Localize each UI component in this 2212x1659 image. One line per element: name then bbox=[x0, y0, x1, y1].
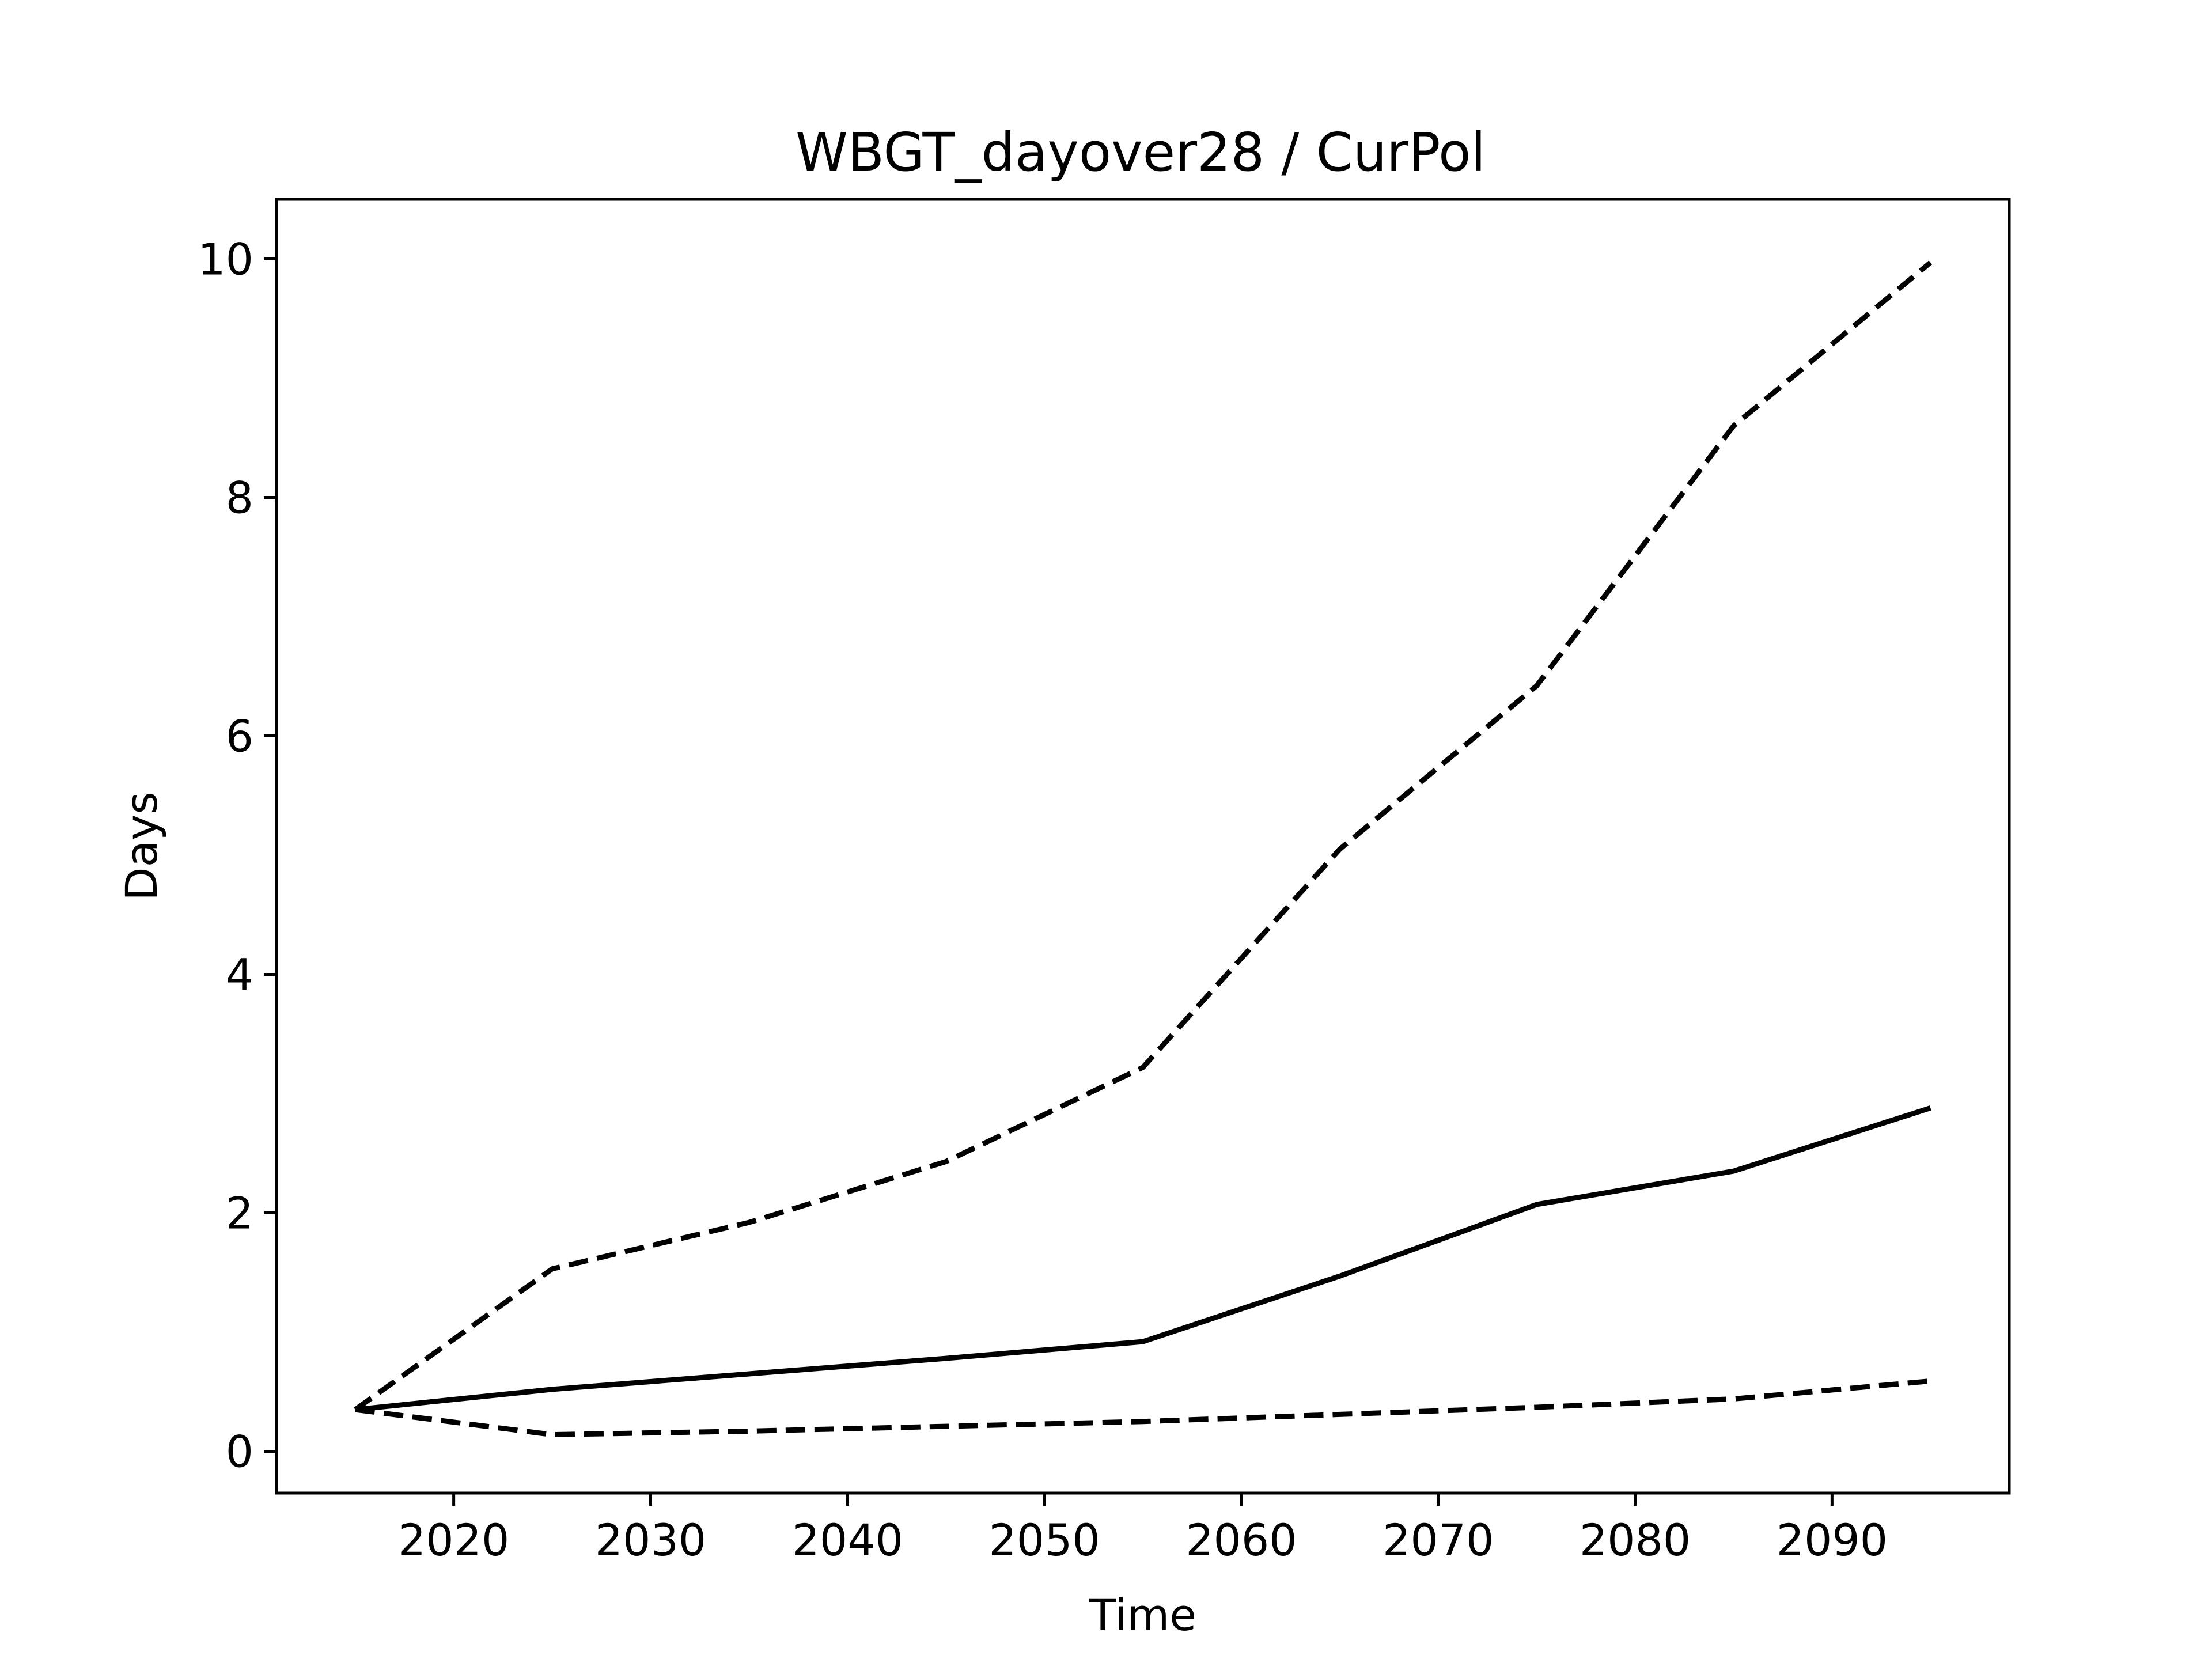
x-axis-label: Time bbox=[1089, 1589, 1196, 1641]
y-tick-label: 4 bbox=[226, 949, 253, 1001]
y-axis-label: Days bbox=[116, 791, 167, 901]
y-tick-label: 0 bbox=[226, 1426, 253, 1478]
series-line-3 bbox=[355, 1378, 1931, 1438]
x-tick-label: 2080 bbox=[1580, 1514, 1691, 1566]
plot-frame bbox=[275, 198, 2011, 1495]
chart-title: WBGT_dayover28 / CurPol bbox=[796, 122, 1486, 183]
series-line-1 bbox=[355, 1105, 1931, 1412]
y-tick-label: 8 bbox=[226, 472, 253, 524]
y-tick-label: 2 bbox=[226, 1188, 253, 1239]
x-tick-label: 2070 bbox=[1382, 1514, 1494, 1566]
x-tick-label: 2040 bbox=[792, 1514, 903, 1566]
x-tick-label: 2050 bbox=[988, 1514, 1100, 1566]
series-layer bbox=[354, 260, 1933, 1438]
x-axis: 2020 2030 2040 2050 2060 2070 2080 2090 bbox=[398, 1493, 1888, 1566]
y-tick-label: 6 bbox=[226, 711, 253, 762]
x-tick-label: 2060 bbox=[1185, 1514, 1297, 1566]
x-tick-label: 2090 bbox=[1777, 1514, 1888, 1566]
series-line-2 bbox=[354, 260, 1933, 1412]
y-axis: 0 2 4 6 8 10 bbox=[198, 234, 276, 1478]
x-tick-label: 2030 bbox=[595, 1514, 706, 1566]
x-tick-label: 2020 bbox=[398, 1514, 509, 1566]
y-tick-label: 10 bbox=[198, 234, 253, 285]
